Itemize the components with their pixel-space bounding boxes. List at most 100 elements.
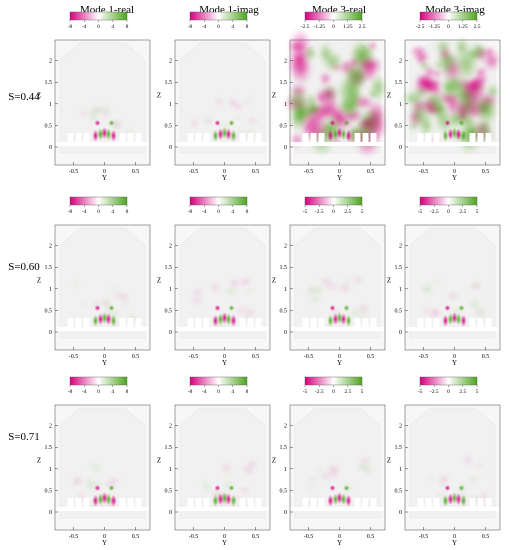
contour-panel: -2.5 -1.25 0 1.25 2.5 0 0.5 1 1.5 2 Z -0.5 0 0.5 Y [272,11,387,182]
colorbar-gradient [304,11,363,21]
x-tick-label: 0 [103,169,106,175]
field-patch [331,64,341,71]
flow-domain [409,407,496,519]
colorbar-gradient [419,11,478,21]
y-axis-label: Z [387,457,391,465]
colorbar: -2.5 -1.25 0 1.25 2.5 [416,11,481,30]
mode-lobe [460,314,467,327]
field-patch [287,47,310,78]
geometry-post [485,133,492,146]
x-tick-label: -0.5 [304,169,314,175]
geometry-post [469,133,476,146]
geometry-post [127,498,134,511]
colorbar-tick-label: 2.5 [344,209,351,215]
y-tick-label: 1 [399,102,402,108]
mode-lobe [214,485,221,491]
mode-lobe [329,485,336,491]
y-tick-label: 2 [49,244,52,250]
x-tick-label: 0 [223,169,226,175]
mode-lobe [214,305,221,311]
geometry-mask [56,498,149,511]
field-patch [234,115,241,120]
x-tick-label: -0.5 [189,169,199,175]
colorbar-tick-label: 0 [217,389,220,395]
colorbar-tick-label: -4 [202,209,207,215]
y-tick-label: 2 [399,424,402,430]
geometry-post [187,133,194,146]
field-patch [218,122,232,130]
field-patch [325,283,339,289]
geometry-post [119,133,126,146]
mode-lobes [92,485,117,507]
mode-lobe [105,493,112,506]
colorbar-tick-label: 8 [246,209,249,215]
geometry-post [247,133,254,146]
contour-panel: -2.5 -1.25 0 1.25 2.5 0 0.5 1 1.5 2 Z -0.5 0 0.5 Y [387,11,501,182]
colorbar-tick-label: 4 [231,389,234,395]
colorbar: -2.5 -1.25 0 1.25 2.5 [301,11,366,30]
field-patch [423,306,430,314]
colorbar-gradient [304,196,363,206]
geometry-post [354,318,361,331]
colorbar: -5 -2.5 0 2.5 5 [418,376,479,395]
colorbar-tick-label: 0 [447,389,450,395]
geometry-post [255,133,262,146]
colorbar-tick-label: 5 [361,209,364,215]
y-tick-label: 1 [49,467,52,473]
mode-lobe [230,129,237,142]
colorbar-gradient [69,196,128,206]
y-tick-label: 1.5 [165,80,173,86]
field-patch [246,461,259,468]
colorbar: -8 -4 0 4 8 [188,196,249,215]
mode-lobe [455,493,462,506]
field-patch [319,71,332,86]
x-tick-label: 0 [338,354,341,360]
mode-lobe [108,485,115,491]
geometry-post [239,318,246,331]
geometry-post [83,318,90,331]
axes: 0 0.5 1 1.5 2 Z -0.5 0 0.5 Y [37,59,139,182]
mode-lobe [340,313,347,326]
x-tick-label: -0.5 [419,169,429,175]
mode-lobe [327,314,334,327]
geometry-post [469,318,476,331]
panel-grid: S=0.44 -8 -4 0 4 8 0 0.5 1 1.5 2 Z -0.5 0 0.5 Y -8 -4 0 4 8 0… [8,11,501,547]
colorbar-tick-label: 8 [246,24,249,30]
field-patch [433,61,443,69]
geometry-plate [176,142,269,146]
geometry-post [302,318,309,331]
colorbar-tick-label: 0 [217,209,220,215]
mode-lobe [94,120,101,126]
contour-panel: -8 -4 0 4 8 0 0.5 1 1.5 2 Z -0.5 0 0.5 Y [157,11,271,182]
colorbar-tick-label: -8 [68,389,73,395]
geometry-mask [406,498,499,511]
field-patch [72,476,83,486]
geometry-plate [56,142,149,146]
colorbar-tick-label: -4 [202,389,207,395]
y-tick-label: 1 [169,467,172,473]
colorbar: -8 -4 0 4 8 [68,11,129,30]
geometry-post [477,318,484,331]
x-axis-label: Y [222,174,227,182]
colorbar-tick-label: -5 [303,209,308,215]
geometry-mask [406,318,499,331]
y-tick-label: 1 [284,287,287,293]
field-patch [308,295,323,304]
mode-lobes [442,485,467,507]
field-patch [352,276,364,284]
colorbar-tick-label: 8 [126,389,129,395]
field-patch [421,286,432,295]
x-tick-label: 0.5 [367,534,375,540]
mode-lobes [442,120,467,142]
field-patch [414,52,430,63]
colorbar-tick-label: 4 [111,389,114,395]
axes: 0 0.5 1 1.5 2 Z -0.5 0 0.5 Y [387,59,489,182]
geometry-post [195,318,202,331]
y-tick-label: 1 [169,102,172,108]
y-tick-label: 2 [284,244,287,250]
field-patch [306,477,318,482]
geometry-post [203,318,210,331]
field-patch [203,116,211,125]
y-tick-label: 0.5 [395,308,403,314]
x-axis-label: Y [337,539,342,547]
